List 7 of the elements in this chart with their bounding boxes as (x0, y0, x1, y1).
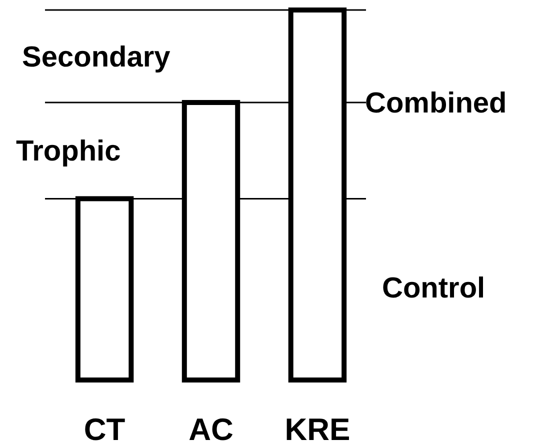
annotation: Secondary (22, 41, 170, 74)
annotation: Combined (365, 88, 507, 120)
text: Control (382, 272, 486, 304)
annotation: Trophic (16, 136, 121, 168)
x-tick-label: KRE (284, 412, 350, 447)
x-tick-label: AC (188, 412, 234, 447)
x-tick-label: CT (84, 412, 126, 447)
